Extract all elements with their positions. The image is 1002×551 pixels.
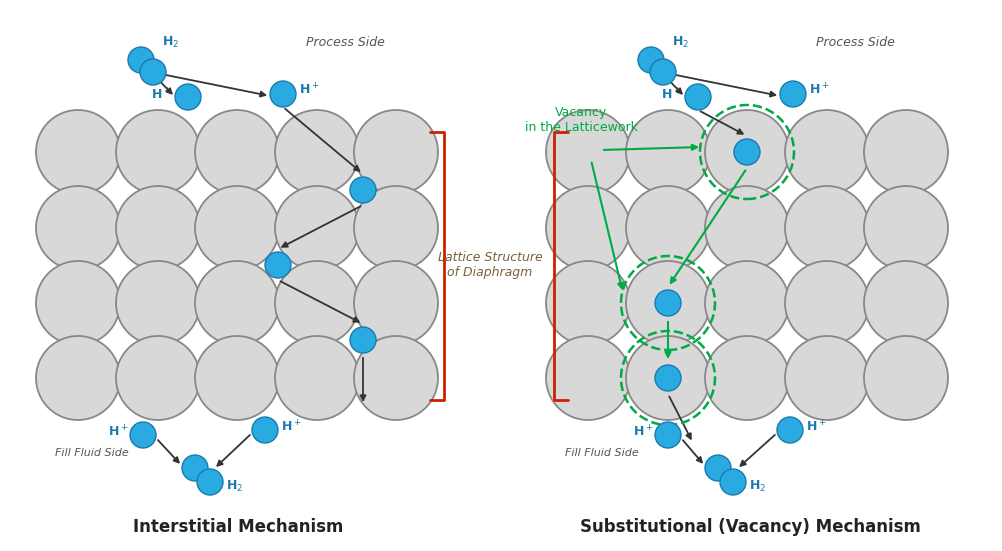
Circle shape (777, 417, 803, 443)
Circle shape (785, 186, 868, 270)
Circle shape (704, 186, 789, 270)
Circle shape (733, 139, 760, 165)
Text: Fill Fluid Side: Fill Fluid Side (564, 448, 638, 458)
Circle shape (719, 469, 745, 495)
Circle shape (275, 336, 359, 420)
Circle shape (116, 336, 199, 420)
Text: H$^+$: H$^+$ (281, 419, 302, 435)
Circle shape (194, 336, 279, 420)
Circle shape (785, 261, 868, 345)
Circle shape (625, 336, 709, 420)
Text: H$^+$: H$^+$ (299, 82, 320, 98)
Circle shape (545, 110, 629, 194)
Circle shape (625, 110, 709, 194)
Circle shape (654, 290, 680, 316)
Text: H$^+$: H$^+$ (632, 424, 653, 440)
Circle shape (350, 327, 376, 353)
Circle shape (275, 261, 359, 345)
Circle shape (252, 417, 278, 443)
Circle shape (785, 336, 868, 420)
Circle shape (270, 81, 296, 107)
Circle shape (181, 455, 207, 481)
Circle shape (704, 261, 789, 345)
Text: Interstitial Mechanism: Interstitial Mechanism (132, 518, 343, 536)
Circle shape (649, 59, 675, 85)
Circle shape (545, 336, 629, 420)
Circle shape (130, 422, 156, 448)
Circle shape (116, 261, 199, 345)
Circle shape (704, 455, 730, 481)
Circle shape (684, 84, 710, 110)
Circle shape (863, 261, 947, 345)
Text: Process Side: Process Side (815, 35, 894, 48)
Circle shape (780, 81, 806, 107)
Circle shape (863, 186, 947, 270)
Circle shape (194, 186, 279, 270)
Circle shape (350, 177, 376, 203)
Circle shape (128, 47, 154, 73)
Circle shape (36, 110, 120, 194)
Text: Substitutional (Vacancy) Mechanism: Substitutional (Vacancy) Mechanism (579, 518, 920, 536)
Circle shape (194, 261, 279, 345)
Circle shape (196, 469, 222, 495)
Circle shape (545, 186, 629, 270)
Circle shape (36, 336, 120, 420)
Circle shape (654, 365, 680, 391)
Text: H$_2$: H$_2$ (162, 35, 179, 50)
Circle shape (36, 261, 120, 345)
Circle shape (174, 84, 200, 110)
Circle shape (140, 59, 166, 85)
Circle shape (275, 110, 359, 194)
Circle shape (654, 422, 680, 448)
Circle shape (354, 110, 438, 194)
Text: H$^+$: H$^+$ (806, 419, 826, 435)
Text: H$_2$: H$_2$ (225, 478, 242, 494)
Circle shape (704, 110, 789, 194)
Circle shape (625, 186, 709, 270)
Text: H$_2$: H$_2$ (748, 478, 766, 494)
Circle shape (116, 186, 199, 270)
Circle shape (275, 186, 359, 270)
Text: Vacancy
in the Latticework: Vacancy in the Latticework (524, 106, 637, 134)
Text: H$^+$: H$^+$ (809, 82, 829, 98)
Text: H$^+$: H$^+$ (151, 88, 171, 102)
Circle shape (354, 261, 438, 345)
Text: H$^+$: H$^+$ (660, 88, 681, 102)
Text: H$^+$: H$^+$ (108, 424, 129, 440)
Circle shape (637, 47, 663, 73)
Text: H$_2$: H$_2$ (671, 35, 688, 50)
Circle shape (354, 186, 438, 270)
Text: Lattice Structure
of Diaphragm: Lattice Structure of Diaphragm (437, 251, 542, 279)
Circle shape (863, 336, 947, 420)
Circle shape (545, 261, 629, 345)
Circle shape (704, 336, 789, 420)
Circle shape (354, 336, 438, 420)
Circle shape (36, 186, 120, 270)
Text: Fill Fluid Side: Fill Fluid Side (55, 448, 128, 458)
Circle shape (116, 110, 199, 194)
Circle shape (194, 110, 279, 194)
Circle shape (625, 261, 709, 345)
Circle shape (863, 110, 947, 194)
Circle shape (785, 110, 868, 194)
Text: Process Side: Process Side (306, 35, 384, 48)
Circle shape (265, 252, 291, 278)
